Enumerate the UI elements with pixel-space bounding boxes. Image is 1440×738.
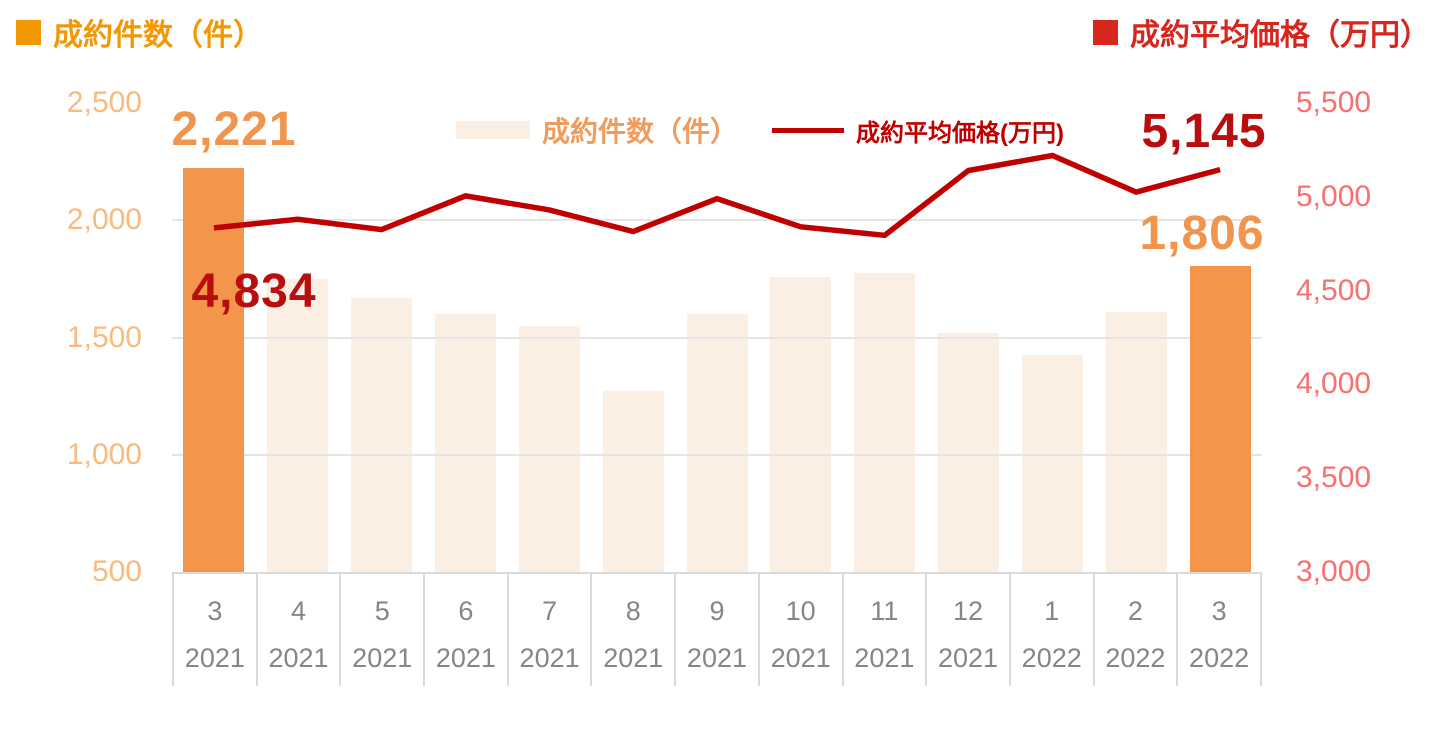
x-axis-cell: 7 2021 [506, 574, 591, 686]
year-label: 2021 [184, 643, 245, 673]
y-axis-left-tick-label: 500 [91, 555, 142, 588]
left-axis-title: 成約件数（件） [16, 10, 263, 54]
right-axis-title-text: 成約平均価格（万円） [1130, 19, 1430, 52]
year-label: 2021 [770, 643, 831, 673]
x-axis-cell: 11 2021 [841, 574, 926, 686]
orange-square-icon [16, 19, 41, 45]
month-label: 3 [207, 596, 223, 626]
x-axis-cell: 4 2021 [255, 574, 340, 686]
bar [1021, 355, 1083, 572]
month-label: 3 [1211, 596, 1227, 626]
legend-line-label: 成約平均価格(万円) [856, 119, 1064, 147]
y-axis-right-tick-label: 5,000 [1296, 179, 1372, 213]
x-axis-cell: 3 2022 [1176, 574, 1262, 686]
y-axis-right-tick-label: 3,000 [1296, 555, 1372, 588]
bar-series-swatch-icon [456, 121, 530, 139]
bar [686, 314, 748, 572]
month-label: 12 [953, 596, 984, 626]
y-axis-right-tick-label: 4,000 [1296, 367, 1372, 401]
year-label: 2021 [937, 643, 999, 673]
bar [938, 332, 1000, 572]
year-label: 2021 [435, 643, 496, 673]
year-label: 2021 [352, 643, 413, 673]
line-series-swatch-icon [772, 127, 845, 133]
bar [351, 297, 413, 572]
x-axis-cell: 10 2021 [757, 574, 842, 686]
year-label: 2022 [1189, 643, 1250, 673]
gridline [172, 336, 1262, 339]
bar [1189, 265, 1251, 572]
x-axis-cell: 12 2021 [925, 574, 1009, 686]
month-label: 10 [785, 596, 816, 626]
x-axis-cell: 5 2021 [339, 574, 423, 686]
month-label: 7 [542, 596, 558, 626]
x-axis-cell: 2 2022 [1092, 574, 1177, 686]
bar [1105, 311, 1167, 572]
bar [518, 325, 580, 572]
year-label: 2022 [1021, 643, 1082, 673]
year-label: 2021 [854, 643, 915, 673]
month-label: 4 [291, 596, 307, 626]
bar [854, 273, 916, 572]
month-label: 11 [870, 596, 899, 626]
month-label: 8 [625, 596, 641, 626]
y-axis-left-tick-label: 2,000 [66, 203, 142, 237]
year-label: 2021 [268, 643, 329, 673]
x-axis-cell: 1 2022 [1008, 574, 1093, 686]
bar [770, 276, 832, 572]
bar [183, 168, 245, 572]
x-axis: 3 2021 4 2021 5 2021 6 2021 7 2021 8 2021 9 2021 10 202… [172, 572, 1262, 686]
y-axis-right-tick-label: 3,500 [1296, 461, 1372, 495]
gridline [172, 219, 1262, 222]
x-axis-cell: 9 2021 [674, 574, 758, 686]
bar [434, 314, 496, 572]
legend-item-line: 成約平均価格(万円) [772, 113, 1064, 148]
line-first-value-label: 4,834 [191, 265, 317, 318]
month-label: 9 [709, 596, 725, 626]
x-axis-cell: 8 2021 [590, 574, 674, 686]
bar-last-value-label: 1,806 [1139, 207, 1265, 260]
year-label: 2022 [1105, 643, 1166, 673]
y-axis-right-tick-label: 5,500 [1296, 86, 1372, 119]
y-axis-left-tick-label: 1,500 [66, 320, 142, 354]
y-axis-left-tick-label: 2,500 [66, 86, 142, 119]
x-axis-cell: 3 2021 [172, 574, 256, 686]
month-label: 2 [1127, 596, 1143, 626]
bar-first-value-label: 2,221 [171, 103, 297, 156]
year-label: 2021 [519, 643, 580, 673]
red-square-icon [1093, 19, 1118, 45]
year-label: 2021 [603, 643, 664, 673]
legend: 成約件数（件） 成約平均価格(万円) [456, 110, 1064, 150]
y-axis-right-tick-label: 4,500 [1296, 273, 1372, 307]
gridline [172, 453, 1262, 456]
line-last-value-label: 5,145 [1141, 105, 1267, 158]
right-axis-title: 成約平均価格（万円） [1093, 10, 1430, 54]
x-axis-cell: 6 2021 [423, 574, 507, 686]
year-label: 2021 [686, 643, 747, 673]
legend-bar-label: 成約件数（件） [542, 116, 739, 147]
y-axis-left-tick-label: 1,000 [66, 437, 142, 471]
left-axis-title-text: 成約件数（件） [53, 19, 263, 52]
month-label: 1 [1044, 596, 1060, 626]
bar [602, 391, 664, 572]
month-label: 5 [374, 596, 390, 626]
bar [267, 278, 329, 572]
legend-item-bars: 成約件数（件） [456, 110, 738, 150]
month-label: 6 [458, 596, 474, 626]
